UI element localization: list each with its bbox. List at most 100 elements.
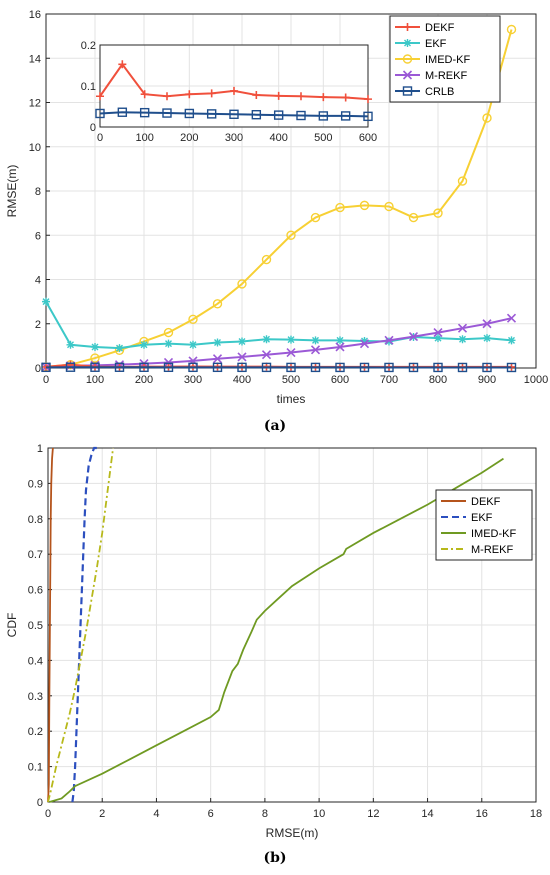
inset-x-tick-label: 600 (359, 132, 377, 144)
y-tick-label: 12 (29, 98, 41, 110)
data-point-ekf (238, 337, 246, 346)
data-point-crlb (286, 362, 296, 373)
data-point-ekf (140, 340, 148, 349)
inset-data-point-crlb (95, 108, 105, 119)
x-tick-label: 8 (262, 808, 268, 820)
inset-data-point-crlb (229, 109, 239, 119)
data-point-m-rekf (163, 357, 174, 368)
x-tick-label: 16 (476, 808, 488, 820)
data-point-crlb (90, 362, 100, 372)
y-tick-label: 0.4 (28, 655, 43, 667)
data-point-m-rekf (212, 354, 223, 364)
data-point-imed-kf (212, 299, 223, 309)
data-point-ekf (164, 339, 173, 348)
inset-data-point-crlb (340, 111, 351, 121)
data-point-ekf (434, 334, 442, 343)
inset-data-point-dekf (341, 93, 350, 102)
data-point-m-rekf (433, 328, 443, 338)
data-point-imed-kf (188, 314, 198, 325)
x-tick-label: 300 (184, 374, 202, 386)
legend-label: M-REKF (425, 70, 467, 82)
data-point-m-rekf (408, 332, 419, 342)
data-point-ekf (42, 297, 50, 306)
legend-label: DEKF (425, 22, 455, 34)
inset-data-point-crlb (363, 111, 373, 122)
data-point-imed-kf (433, 208, 443, 218)
y-tick-label: 16 (29, 9, 41, 21)
inset-data-point-dekf (118, 60, 127, 69)
data-point-crlb (384, 362, 394, 373)
data-point-crlb (310, 362, 321, 373)
x-tick-label: 400 (233, 374, 251, 386)
data-point-m-rekf (457, 323, 468, 333)
series-line-dekf (47, 447, 54, 803)
x-tick-label: 18 (530, 808, 542, 820)
legend-label: IMED-KF (425, 54, 471, 66)
data-point-crlb (237, 362, 247, 373)
data-point-ekf (66, 340, 75, 349)
x-tick-label: 0 (43, 374, 49, 386)
y-tick-label: 0.1 (28, 762, 43, 774)
data-point-ekf (336, 336, 344, 345)
x-tick-label: 700 (380, 374, 398, 386)
y-tick-label: 0.5 (28, 620, 43, 632)
legend-label: M-REKF (471, 544, 513, 556)
x-tick-label: 0 (45, 808, 51, 820)
inset-data-point-crlb (318, 111, 329, 121)
y-tick-label: 0 (37, 797, 43, 809)
y-tick-label: 0.6 (28, 585, 43, 597)
data-point-ekf (262, 335, 271, 344)
data-point-ekf (189, 340, 197, 349)
legend-marker (403, 39, 412, 47)
inset-data-point-dekf (297, 92, 305, 101)
panel-a-chart: 0 100 200 300 400 500 600 700 800 900 100002468101… (5, 9, 548, 434)
inset-x-tick-label: 400 (269, 132, 287, 144)
y-tick-label: 2 (35, 319, 41, 331)
legend-label: EKF (425, 38, 447, 50)
data-point-imed-kf (286, 230, 296, 240)
data-point-crlb (506, 362, 517, 373)
data-point-ekf (311, 336, 320, 345)
data-point-imed-kf (359, 200, 370, 211)
y-tick-label: 14 (29, 53, 41, 65)
data-point-imed-kf (506, 24, 517, 35)
data-point-m-rekf (384, 335, 394, 345)
y-tick-label: 1 (37, 443, 43, 455)
inset-y-tick-label: 0.2 (81, 40, 96, 52)
data-point-imed-kf (237, 279, 247, 289)
plot-frame (47, 447, 537, 803)
inset-y-tick-label: 0 (90, 122, 96, 134)
x-tick-label: 2 (99, 808, 105, 820)
data-point-crlb (408, 362, 419, 373)
legend-marker (402, 54, 413, 64)
x-tick-label: 1000 (524, 374, 548, 386)
series-line-ekf (71, 446, 97, 803)
data-point-crlb (163, 362, 174, 373)
data-point-ekf (287, 335, 295, 344)
inset-x-tick-label: 100 (135, 132, 153, 144)
inset-data-point-crlb (206, 109, 217, 119)
panel-b-y-axis-label: CDF (5, 613, 19, 638)
data-point-ekf (91, 342, 99, 351)
inset-data-point-dekf (163, 92, 171, 101)
data-point-imed-kf (163, 327, 174, 338)
y-tick-label: 0.3 (28, 691, 43, 703)
data-point-ekf (458, 335, 467, 344)
inset-x-tick-label: 300 (225, 132, 243, 144)
inset-frame (99, 44, 369, 128)
x-tick-label: 500 (282, 374, 300, 386)
data-point-ekf (360, 337, 369, 346)
data-point-imed-kf (408, 212, 419, 223)
data-point-m-rekf (261, 350, 272, 360)
series-line-imed-kf (49, 457, 504, 803)
y-tick-label: 0.9 (28, 478, 43, 490)
legend-label: IMED-KF (471, 528, 517, 540)
x-tick-label: 100 (86, 374, 104, 386)
inset-x-tick-label: 500 (314, 132, 332, 144)
y-tick-label: 0.7 (28, 549, 43, 561)
data-point-crlb (65, 362, 76, 372)
panel-a-legend: DEKF EKF IMED-KF M-REKF CRLB (389, 15, 501, 103)
y-tick-label: 0 (35, 363, 41, 375)
data-point-crlb (359, 362, 370, 373)
data-point-crlb (114, 362, 125, 372)
